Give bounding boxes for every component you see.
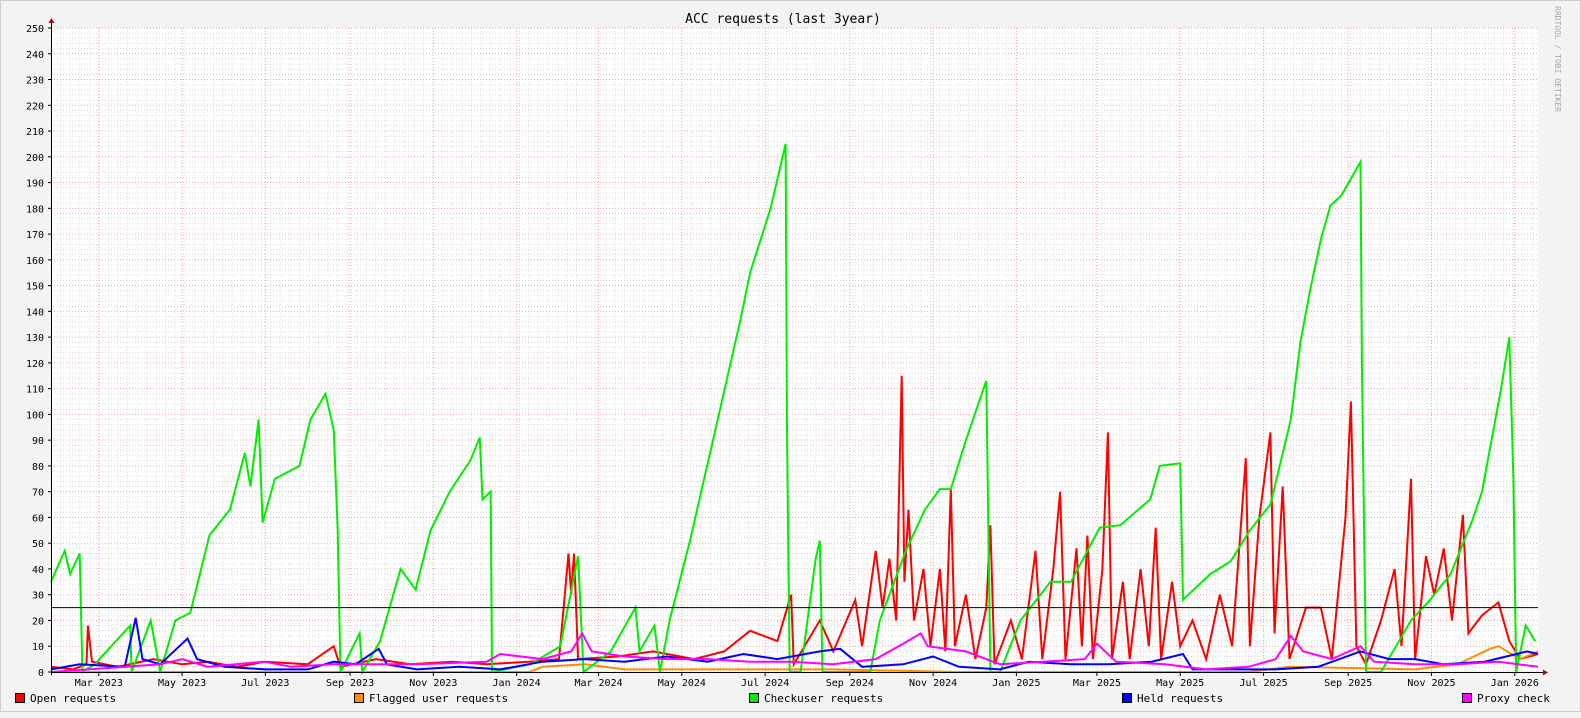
x-tick-label: Nov 2025 bbox=[1407, 678, 1455, 689]
legend-label-flagged-user-requests: Flagged user requests bbox=[369, 692, 508, 705]
y-tick-label: 100 bbox=[26, 410, 44, 421]
y-tick-label: 120 bbox=[26, 359, 44, 370]
x-tick-label: May 2025 bbox=[1156, 678, 1204, 689]
y-tick-label: 130 bbox=[26, 333, 44, 344]
y-tick-label: 80 bbox=[32, 462, 44, 473]
series-line-checkuser-requests bbox=[50, 143, 1537, 676]
x-tick-label: Sep 2023 bbox=[326, 678, 374, 689]
series-line-open-requests bbox=[50, 375, 1539, 671]
legend-label-checkuser-requests: Checkuser requests bbox=[764, 692, 883, 705]
x-tick-label: Mar 2023 bbox=[75, 678, 123, 689]
y-tick-label: 170 bbox=[26, 230, 44, 241]
y-tick-label: 0 bbox=[38, 668, 44, 679]
y-tick-label: 220 bbox=[26, 101, 44, 112]
y-tick-label: 200 bbox=[26, 153, 44, 164]
y-tick-label: 70 bbox=[32, 488, 44, 499]
x-tick-label: May 2023 bbox=[158, 678, 206, 689]
y-tick-label: 210 bbox=[26, 127, 44, 138]
plot-area bbox=[51, 28, 1538, 672]
legend-swatch-open-requests bbox=[15, 693, 25, 703]
legend-swatch-flagged-user-requests bbox=[354, 693, 364, 703]
y-tick-label: 10 bbox=[32, 642, 44, 653]
y-tick-label: 150 bbox=[26, 282, 44, 293]
legend-label-proxy-check: Proxy check bbox=[1477, 692, 1550, 705]
x-tick-label: Jan 2025 bbox=[992, 678, 1040, 689]
x-tick-label: Jul 2024 bbox=[741, 678, 789, 689]
x-tick-label: Jan 2026 bbox=[1491, 678, 1539, 689]
x-tick-label: Nov 2023 bbox=[409, 678, 457, 689]
watermark: RRDTOOL / TOBI OETIKER bbox=[1553, 6, 1562, 112]
y-tick-label: 230 bbox=[26, 76, 44, 87]
y-tick-label: 90 bbox=[32, 436, 44, 447]
legend-label-open-requests: Open requests bbox=[30, 692, 116, 705]
legend-swatch-proxy-check bbox=[1462, 693, 1472, 703]
x-tick-label: Jan 2024 bbox=[493, 678, 541, 689]
y-tick-label: 180 bbox=[26, 204, 44, 215]
y-tick-label: 110 bbox=[26, 385, 44, 396]
y-tick-label: 140 bbox=[26, 307, 44, 318]
series-lines bbox=[50, 143, 1539, 676]
x-axis-arrow-icon bbox=[1543, 669, 1548, 676]
y-tick-label: 30 bbox=[32, 591, 44, 602]
y-tick-label: 250 bbox=[26, 24, 44, 35]
y-tick-label: 240 bbox=[26, 50, 44, 61]
x-tick-label: Mar 2025 bbox=[1073, 678, 1121, 689]
x-tick-label: Mar 2024 bbox=[574, 678, 622, 689]
x-tick-label: Sep 2025 bbox=[1324, 678, 1372, 689]
y-axis-arrow-icon bbox=[48, 18, 55, 23]
y-tick-label: 50 bbox=[32, 539, 44, 550]
legend-swatch-checkuser-requests bbox=[749, 693, 759, 703]
x-tick-label: May 2024 bbox=[658, 678, 706, 689]
x-tick-label: Sep 2024 bbox=[826, 678, 874, 689]
y-tick-label: 60 bbox=[32, 513, 44, 524]
legend-swatch-held-requests bbox=[1122, 693, 1132, 703]
series-line-proxy-check bbox=[50, 631, 1539, 673]
y-tick-label: 160 bbox=[26, 256, 44, 267]
y-tick-label: 20 bbox=[32, 616, 44, 627]
chart-title: ACC requests (last 3year) bbox=[685, 12, 881, 27]
axes: 0 10 20 30 40 50 60 70 80 90 100 110 120 130 140 150 160… bbox=[26, 18, 1548, 689]
x-tick-label: Jul 2023 bbox=[241, 678, 289, 689]
x-tick-label: Nov 2024 bbox=[909, 678, 957, 689]
x-tick-label: Jul 2025 bbox=[1239, 678, 1287, 689]
y-tick-label: 40 bbox=[32, 565, 44, 576]
legend-label-held-requests: Held requests bbox=[1137, 692, 1223, 705]
y-tick-label: 190 bbox=[26, 179, 44, 190]
legend: Open requests Flagged user requests Checku… bbox=[15, 692, 1550, 705]
